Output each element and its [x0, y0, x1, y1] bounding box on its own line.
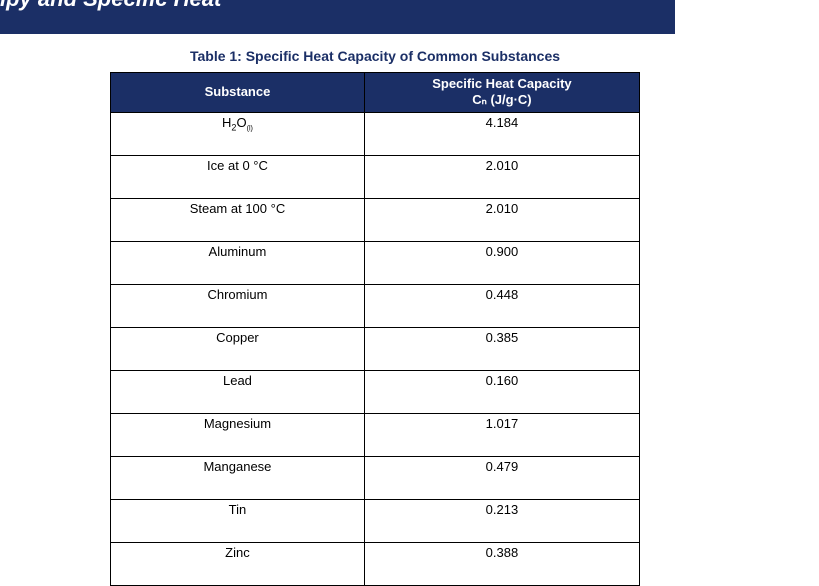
table-header-row: Substance Specific Heat Capacity Cₙ (J/g…	[111, 73, 640, 113]
column-header-substance: Substance	[111, 73, 365, 113]
cell-value: 0.388	[364, 542, 639, 585]
table-row: Zinc0.388	[111, 542, 640, 585]
cell-substance: Manganese	[111, 456, 365, 499]
table-row: Lead0.160	[111, 370, 640, 413]
table-container: Table 1: Specific Heat Capacity of Commo…	[110, 48, 640, 586]
cell-substance: Magnesium	[111, 413, 365, 456]
cell-value: 2.010	[364, 198, 639, 241]
table-row: Magnesium1.017	[111, 413, 640, 456]
cell-substance: Chromium	[111, 284, 365, 327]
title-banner: lpy and Specific Heat	[0, 0, 675, 34]
cell-substance: Aluminum	[111, 241, 365, 284]
table-row: Manganese0.479	[111, 456, 640, 499]
cell-substance: Tin	[111, 499, 365, 542]
cell-value: 1.017	[364, 413, 639, 456]
cell-value: 0.385	[364, 327, 639, 370]
table-row: Aluminum0.900	[111, 241, 640, 284]
table-row: Ice at 0 °C2.010	[111, 155, 640, 198]
cell-substance: Lead	[111, 370, 365, 413]
header-substance-text: Substance	[205, 84, 271, 99]
cell-substance: H2O(l)	[111, 112, 365, 155]
cell-substance: Copper	[111, 327, 365, 370]
table-caption: Table 1: Specific Heat Capacity of Commo…	[110, 48, 640, 64]
cell-value: 0.448	[364, 284, 639, 327]
header-capacity-line1: Specific Heat Capacity	[371, 76, 633, 92]
cell-value: 0.479	[364, 456, 639, 499]
specific-heat-table: Substance Specific Heat Capacity Cₙ (J/g…	[110, 72, 640, 586]
cell-value: 2.010	[364, 155, 639, 198]
cell-substance: Steam at 100 °C	[111, 198, 365, 241]
title-banner-text: lpy and Specific Heat	[0, 0, 221, 10]
table-body: H2O(l)4.184Ice at 0 °C2.010Steam at 100 …	[111, 112, 640, 585]
column-header-capacity: Specific Heat Capacity Cₙ (J/g·C)	[364, 73, 639, 113]
cell-value: 0.213	[364, 499, 639, 542]
table-row: Tin0.213	[111, 499, 640, 542]
cell-substance: Ice at 0 °C	[111, 155, 365, 198]
table-row: Steam at 100 °C2.010	[111, 198, 640, 241]
table-row: Chromium0.448	[111, 284, 640, 327]
header-capacity-line2: Cₙ (J/g·C)	[371, 92, 633, 108]
cell-value: 0.160	[364, 370, 639, 413]
table-row: Copper0.385	[111, 327, 640, 370]
table-row: H2O(l)4.184	[111, 112, 640, 155]
cell-value: 0.900	[364, 241, 639, 284]
cell-value: 4.184	[364, 112, 639, 155]
cell-substance: Zinc	[111, 542, 365, 585]
